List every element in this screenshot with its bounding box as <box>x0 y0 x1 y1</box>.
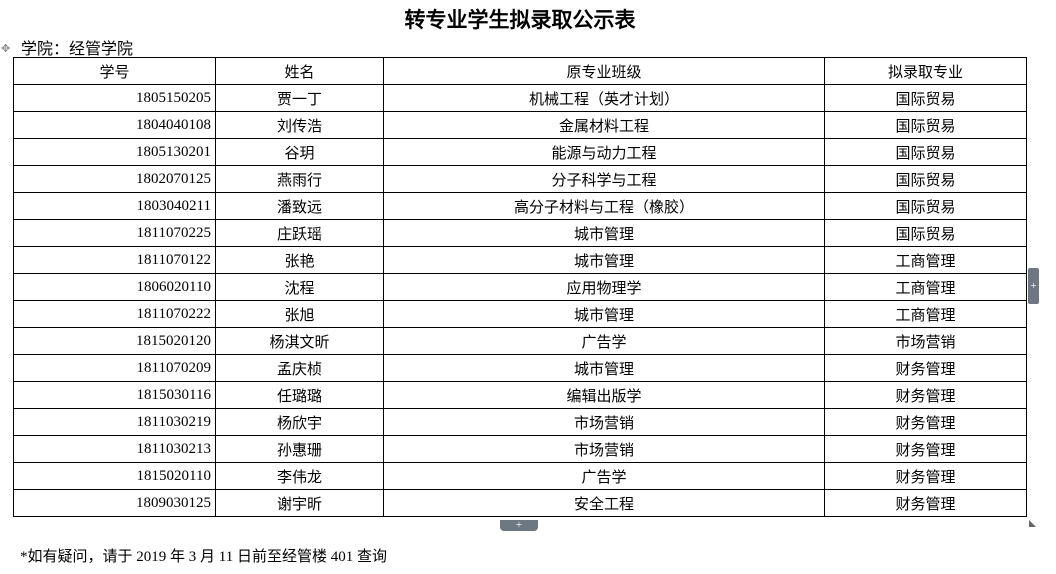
table-row: 1811070209 孟庆桢 城市管理 财务管理 <box>13 354 1027 382</box>
table-row: 1815020110 李伟龙 广告学 财务管理 <box>13 462 1027 490</box>
cell-original-major: 城市管理 <box>383 354 825 382</box>
cell-student-id: 1802070125 <box>13 165 216 193</box>
table-row: 1805150205 贾一丁 机械工程（英才计划） 国际贸易 <box>13 84 1027 112</box>
table-row: 1811070222 张旭 城市管理 工商管理 <box>13 300 1027 328</box>
cell-original-major: 城市管理 <box>383 246 825 274</box>
cell-student-id: 1811070122 <box>13 246 216 274</box>
cell-original-major: 机械工程（英才计划） <box>383 84 825 112</box>
cell-student-name: 庄跃瑶 <box>215 219 384 247</box>
cell-student-name: 燕雨行 <box>215 165 384 193</box>
cell-student-name: 贾一丁 <box>215 84 384 112</box>
cell-original-major: 城市管理 <box>383 219 825 247</box>
cell-original-major: 安全工程 <box>383 489 825 517</box>
cell-original-major: 编辑出版学 <box>383 381 825 409</box>
cell-student-name: 潘致远 <box>215 192 384 220</box>
cell-student-id: 1815020110 <box>13 462 216 490</box>
cell-student-name: 谷玥 <box>215 138 384 166</box>
cell-student-name: 孟庆桢 <box>215 354 384 382</box>
footer-note: *如有疑问，请于 2019 年 3 月 11 日前至经管楼 401 查询 <box>20 549 387 565</box>
cell-student-name: 杨淇文昕 <box>215 327 384 355</box>
cell-admitted-major: 国际贸易 <box>824 192 1027 220</box>
table-row: 1802070125 燕雨行 分子科学与工程 国际贸易 <box>13 165 1027 193</box>
cell-admitted-major: 国际贸易 <box>824 84 1027 112</box>
cell-original-major: 市场营销 <box>383 435 825 463</box>
table-row: 1804040108 刘传浩 金属材料工程 国际贸易 <box>13 111 1027 139</box>
cell-admitted-major: 财务管理 <box>824 408 1027 436</box>
table-row: 1811070122 张艳 城市管理 工商管理 <box>13 246 1027 274</box>
add-row-button[interactable]: + <box>500 520 538 531</box>
table-row: 1806020110 沈程 应用物理学 工商管理 <box>13 273 1027 301</box>
cell-student-name: 沈程 <box>215 273 384 301</box>
cell-admitted-major: 工商管理 <box>824 246 1027 274</box>
cell-student-name: 任璐璐 <box>215 381 384 409</box>
cell-admitted-major: 财务管理 <box>824 435 1027 463</box>
cell-original-major: 广告学 <box>383 327 825 355</box>
table-row: 1809030125 谢宇昕 安全工程 财务管理 <box>13 489 1027 517</box>
cell-original-major: 应用物理学 <box>383 273 825 301</box>
cell-student-id: 1804040108 <box>13 111 216 139</box>
cell-student-id: 1815020120 <box>13 327 216 355</box>
college-label: 学院：经管学院 <box>21 41 134 58</box>
cell-student-name: 谢宇昕 <box>215 489 384 517</box>
cell-original-major: 金属材料工程 <box>383 111 825 139</box>
cell-admitted-major: 财务管理 <box>824 354 1027 382</box>
cell-admitted-major: 国际贸易 <box>824 219 1027 247</box>
cell-student-name: 孙惠珊 <box>215 435 384 463</box>
cell-student-name: 杨欣宇 <box>215 408 384 436</box>
table-move-handle-icon[interactable]: ✥ <box>1 43 11 55</box>
cell-student-id: 1805150205 <box>13 84 216 112</box>
cell-student-name: 李伟龙 <box>215 462 384 490</box>
cell-student-id: 1811070222 <box>13 300 216 328</box>
add-column-button[interactable]: + <box>1028 268 1039 304</box>
table-row: 1803040211 潘致远 高分子材料与工程（橡胶） 国际贸易 <box>13 192 1027 220</box>
cell-student-name: 张旭 <box>215 300 384 328</box>
cell-admitted-major: 财务管理 <box>824 381 1027 409</box>
cell-student-name: 刘传浩 <box>215 111 384 139</box>
table-row: 1811030219 杨欣宇 市场营销 财务管理 <box>13 408 1027 436</box>
cell-student-id: 1803040211 <box>13 192 216 220</box>
table-header-row: 学号 姓名 原专业班级 拟录取专业 <box>13 57 1027 85</box>
cell-admitted-major: 国际贸易 <box>824 138 1027 166</box>
header-name: 姓名 <box>215 57 384 85</box>
cell-student-name: 张艳 <box>215 246 384 274</box>
table-row: 1811030213 孙惠珊 市场营销 财务管理 <box>13 435 1027 463</box>
cell-student-id: 1806020110 <box>13 273 216 301</box>
cell-student-id: 1805130201 <box>13 138 216 166</box>
cell-student-id: 1811070209 <box>13 354 216 382</box>
cell-student-id: 1811030213 <box>13 435 216 463</box>
header-student-id: 学号 <box>13 57 216 85</box>
cell-original-major: 城市管理 <box>383 300 825 328</box>
table-row: 1815020120 杨淇文昕 广告学 市场营销 <box>13 327 1027 355</box>
cell-original-major: 市场营销 <box>383 408 825 436</box>
cell-admitted-major: 财务管理 <box>824 462 1027 490</box>
header-original-major: 原专业班级 <box>383 57 825 85</box>
cell-student-id: 1809030125 <box>13 489 216 517</box>
cell-admitted-major: 工商管理 <box>824 300 1027 328</box>
table-row: 1811070225 庄跃瑶 城市管理 国际贸易 <box>13 219 1027 247</box>
cell-original-major: 广告学 <box>383 462 825 490</box>
cell-student-id: 1811070225 <box>13 219 216 247</box>
cell-student-id: 1815030116 <box>13 381 216 409</box>
table-row: 1805130201 谷玥 能源与动力工程 国际贸易 <box>13 138 1027 166</box>
cell-admitted-major: 国际贸易 <box>824 165 1027 193</box>
cell-original-major: 分子科学与工程 <box>383 165 825 193</box>
cell-admitted-major: 工商管理 <box>824 273 1027 301</box>
cell-original-major: 能源与动力工程 <box>383 138 825 166</box>
page-title: 转专业学生拟录取公示表 <box>404 8 636 32</box>
admission-table: 学号 姓名 原专业班级 拟录取专业 1805150205 贾一丁 机械工程（英才计划… <box>13 57 1027 517</box>
table-row: 1815030116 任璐璐 编辑出版学 财务管理 <box>13 381 1027 409</box>
cell-admitted-major: 市场营销 <box>824 327 1027 355</box>
table-resize-handle[interactable] <box>1029 520 1036 527</box>
header-admitted-major: 拟录取专业 <box>824 57 1027 85</box>
cell-student-id: 1811030219 <box>13 408 216 436</box>
cell-admitted-major: 财务管理 <box>824 489 1027 517</box>
cell-original-major: 高分子材料与工程（橡胶） <box>383 192 825 220</box>
cell-admitted-major: 国际贸易 <box>824 111 1027 139</box>
